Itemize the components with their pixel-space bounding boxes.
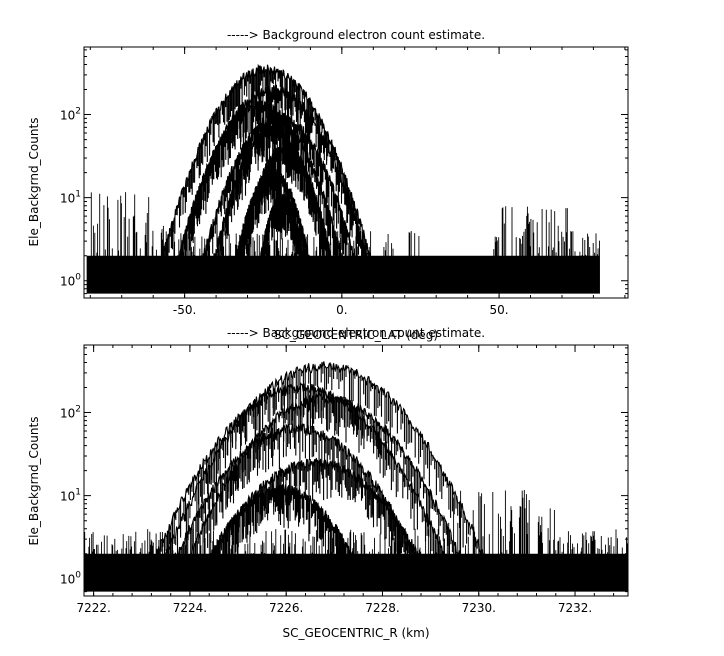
series-7 [231, 167, 315, 292]
y-minor-ticks [84, 347, 628, 593]
tick-group: 7222. 7224. 7226. 7228. 7230. 7232. 100 101 102 [60, 345, 628, 615]
x-tick-label: 7228. [365, 601, 399, 615]
y-tick-label: 100 [60, 273, 81, 289]
series-5 [198, 457, 432, 590]
x-tick-label: 0. [336, 303, 347, 317]
y-minor-ticks [84, 49, 628, 295]
x-axis-label: SC_GEOCENTRIC_R (km) [283, 626, 430, 640]
chart-title: -----> Background electron count estimat… [227, 28, 485, 42]
x-tick-label: 7224. [173, 601, 207, 615]
y-tick-label: 102 [60, 405, 81, 421]
series-1 [155, 63, 377, 292]
x-tick-label: 50. [490, 303, 509, 317]
x-axis-label: SC_GEOCENTRIC_LAT (deg) [274, 328, 438, 342]
x-tick-label: -50. [173, 303, 196, 317]
x-tick-label: 7226. [269, 601, 303, 615]
series-group [86, 63, 600, 294]
panel-bottom: -----> Background electron count estimat… [27, 326, 629, 640]
series-6 [198, 484, 364, 590]
y-axis-label: Ele_Backgrnd_Counts [27, 118, 41, 247]
y-tick-label: 101 [60, 488, 81, 504]
x-tick-label: 7230. [462, 601, 496, 615]
y-tick-label: 100 [60, 571, 81, 587]
tick-group: -50. 0. 50. 100 101 102 [60, 47, 628, 317]
series-3 [171, 100, 349, 292]
y-tick-label: 102 [60, 107, 81, 123]
x-tick-label: 7232. [558, 601, 592, 615]
x-tick-label: 7222. [76, 601, 110, 615]
series-4 [196, 111, 362, 292]
series-group [83, 361, 629, 592]
y-tick-label: 101 [60, 190, 81, 206]
y-axis-label: Ele_Backgrnd_Counts [27, 417, 41, 546]
series-8 [256, 193, 308, 292]
panel-top: -----> Background electron count estimat… [27, 28, 629, 342]
chart-title: -----> Background electron count estimat… [227, 326, 485, 340]
